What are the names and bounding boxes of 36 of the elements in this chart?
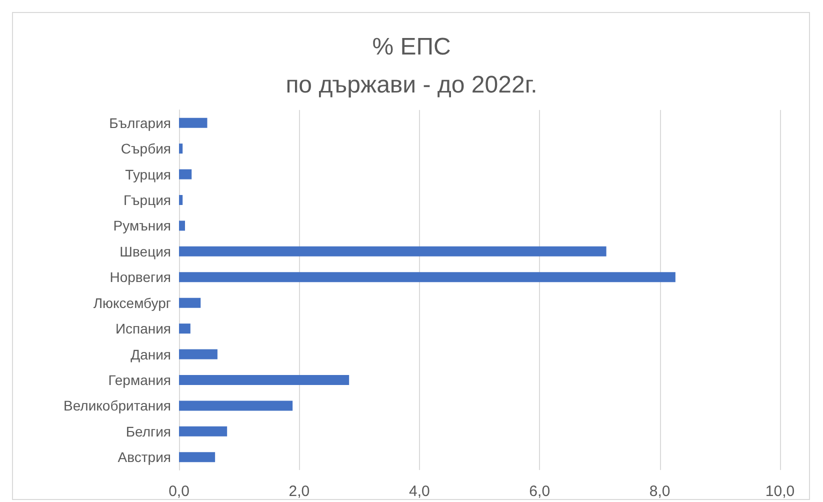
y-tick-label: Белгия bbox=[126, 423, 171, 440]
bar bbox=[179, 118, 208, 128]
x-tick-label: 4,0 bbox=[408, 483, 430, 500]
y-tick-label: Норвегия bbox=[110, 269, 171, 286]
x-tick-label: 10,0 bbox=[765, 483, 795, 500]
y-tick-label: Люксембург bbox=[93, 294, 171, 311]
bar bbox=[179, 169, 192, 180]
y-tick-label: Германия bbox=[108, 372, 171, 388]
chart-title: % ЕПС bbox=[372, 34, 451, 60]
y-tick-label: Дания bbox=[130, 346, 171, 362]
x-tick-label: 6,0 bbox=[529, 483, 550, 500]
bar bbox=[179, 375, 350, 385]
x-tick-label: 2,0 bbox=[288, 483, 310, 500]
bar bbox=[179, 220, 186, 231]
bar bbox=[179, 272, 676, 282]
y-tick-label: Гърция bbox=[123, 192, 171, 208]
bar bbox=[179, 144, 183, 154]
y-tick-label: Испания bbox=[115, 320, 171, 337]
bar bbox=[179, 195, 183, 205]
bar bbox=[179, 324, 190, 334]
bar bbox=[179, 452, 216, 462]
bar bbox=[179, 298, 201, 308]
y-tick-label: Румъния bbox=[113, 218, 171, 234]
y-tick-label: Турция bbox=[125, 166, 171, 182]
bar bbox=[179, 400, 293, 411]
chart-subtitle: по държави - до 2022г. bbox=[286, 72, 538, 98]
y-tick-label: Великобритания bbox=[63, 398, 171, 414]
bar bbox=[179, 349, 218, 360]
y-tick-label: България bbox=[109, 114, 171, 131]
y-tick-label: Австрия bbox=[118, 449, 171, 466]
y-tick-label: Сърбия bbox=[120, 140, 171, 157]
y-tick-label: Швеция bbox=[120, 243, 171, 260]
x-tick-label: 8,0 bbox=[649, 483, 670, 500]
bar bbox=[179, 246, 606, 256]
bar bbox=[179, 426, 228, 436]
x-tick-label: 0,0 bbox=[168, 483, 190, 500]
